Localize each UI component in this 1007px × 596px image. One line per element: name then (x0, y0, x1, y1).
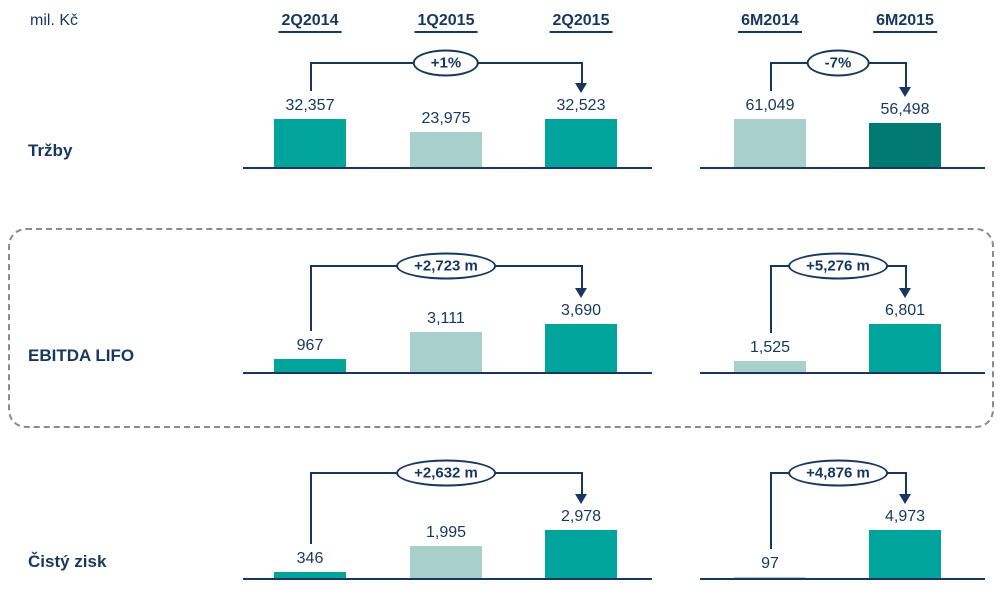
arrow-down-icon (899, 494, 911, 504)
bracket-line (770, 472, 772, 549)
bar (869, 324, 941, 372)
bar-value-label: 23,975 (421, 110, 471, 127)
bar-value-label: 61,049 (745, 97, 795, 114)
bracket-line (310, 472, 312, 544)
baseline-quarterly (243, 167, 652, 169)
row-label: Čistý zisk (28, 552, 107, 571)
bar-value-label: 32,523 (556, 97, 606, 114)
bar (410, 132, 482, 167)
arrow-down-icon (575, 83, 587, 93)
row-label: EBITDA LIFO (28, 346, 135, 365)
change-badge: +2,723 m (396, 252, 496, 280)
baseline-quarterly (243, 372, 652, 374)
bracket-arrow-line (581, 62, 583, 84)
bracket-arrow-line (905, 472, 907, 495)
bracket-line (310, 265, 312, 331)
change-badge: -7% (806, 49, 870, 77)
bar-value-label: 2,978 (560, 508, 602, 525)
ebitda-highlight-box (8, 228, 994, 428)
bar (545, 119, 617, 167)
bar (274, 359, 346, 372)
bar (410, 546, 482, 578)
bar-value-label: 4,973 (884, 508, 926, 525)
column-header-1q2015: 1Q2015 (414, 12, 478, 33)
bar (734, 119, 806, 167)
change-badge: +1% (412, 49, 480, 77)
change-badge: +5,276 m (788, 252, 888, 280)
arrow-down-icon (899, 288, 911, 298)
bar-value-label: 56,498 (880, 101, 930, 118)
arrow-down-icon (575, 494, 587, 504)
bracket-arrow-line (581, 472, 583, 495)
row-label: Tržby (28, 141, 73, 160)
baseline-halfyear (700, 167, 985, 169)
bracket-arrow-line (905, 62, 907, 88)
bracket-line (310, 62, 312, 91)
bar (869, 530, 941, 578)
bracket-line (770, 62, 772, 91)
change-badge: +2,632 m (396, 459, 496, 487)
baseline-halfyear (700, 372, 985, 374)
bar (410, 332, 482, 372)
bar-value-label: 346 (296, 550, 324, 567)
change-badge: +4,876 m (788, 459, 888, 487)
column-header-6m2014: 6M2014 (738, 12, 802, 33)
bar (545, 324, 617, 372)
bar (545, 530, 617, 578)
bar (734, 577, 806, 578)
bar-value-label: 1,995 (425, 524, 467, 541)
bar-value-label: 97 (761, 555, 779, 572)
arrow-down-icon (899, 87, 911, 97)
bar-value-label: 1,525 (749, 339, 791, 356)
bracket-line (770, 265, 772, 333)
baseline-halfyear (700, 578, 985, 580)
bar-value-label: 3,690 (560, 302, 602, 319)
bar-value-label: 967 (296, 337, 324, 354)
baseline-quarterly (243, 578, 652, 580)
bar-value-label: 6,801 (884, 302, 926, 319)
column-header-2q2015: 2Q2015 (549, 12, 613, 33)
bar-value-label: 32,357 (285, 97, 335, 114)
unit-label: mil. Kč (30, 12, 78, 29)
column-header-6m2015: 6M2015 (873, 12, 937, 33)
bracket-arrow-line (581, 265, 583, 289)
bar (869, 123, 941, 167)
bar (274, 119, 346, 167)
bracket-arrow-line (905, 265, 907, 289)
bar-value-label: 3,111 (427, 310, 465, 327)
column-header-2q2014: 2Q2014 (278, 12, 342, 33)
arrow-down-icon (575, 288, 587, 298)
bar (734, 361, 806, 372)
bar (274, 572, 346, 578)
